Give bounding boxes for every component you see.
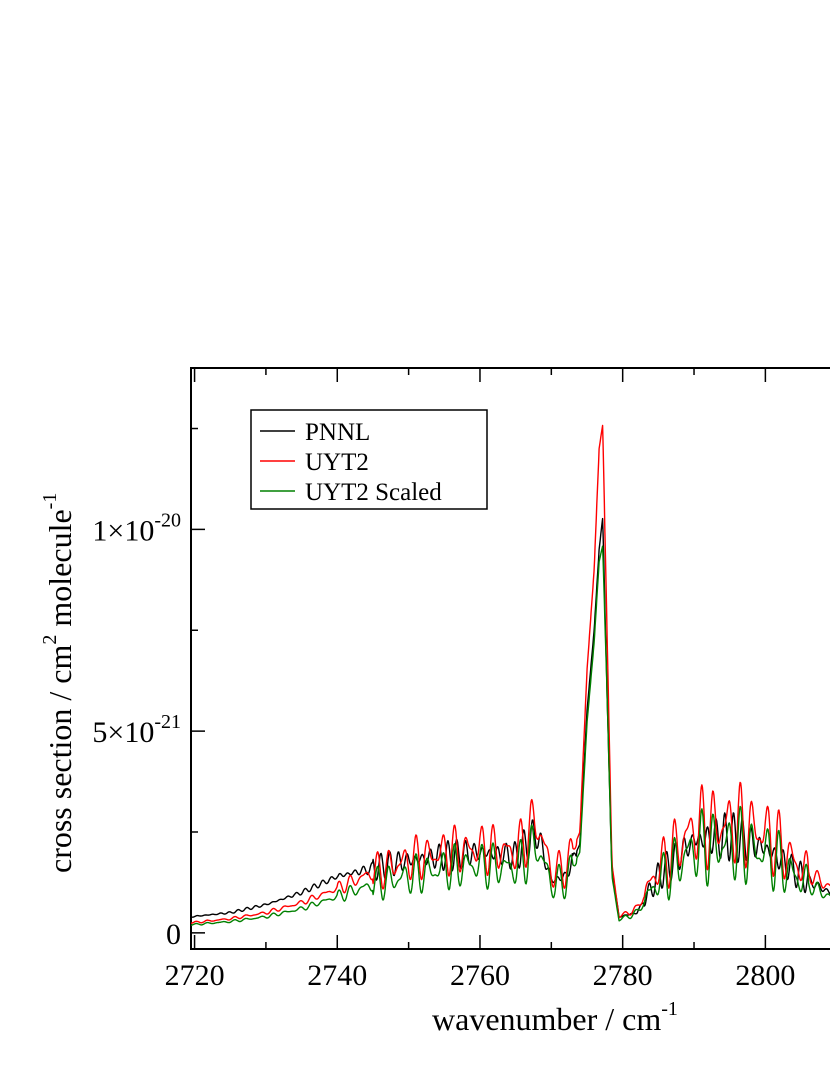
axis-tick-labels: 2720 2740 2760 2780 2800 0 5×10-21 1×10-20	[92, 509, 795, 992]
series-line-uyt2	[191, 424, 830, 925]
legend-label-uyt2: UYT2	[305, 449, 369, 476]
x-tick-label: 2720	[165, 959, 225, 992]
x-tick-label: 2800	[735, 959, 795, 992]
y-axis-label: cross section / cm2 molecule-1	[39, 493, 78, 873]
y-axis-label-part-1: cross section / cm	[42, 645, 78, 874]
series-line-uyt2-scaled	[191, 545, 830, 926]
x-axis-label-superscript: -1	[661, 998, 678, 1020]
y-axis-label-superscript-1: 2	[39, 635, 61, 645]
legend-label-uyt2-scaled: UYT2 Scaled	[305, 479, 442, 506]
y-tick-label: 5×10-21	[92, 711, 181, 749]
y-axis-label-superscript-2: -1	[39, 493, 61, 510]
legend-label-pnnl: PNNL	[305, 419, 370, 446]
x-axis-label: wavenumber / cm-1	[432, 998, 678, 1037]
series-layer	[191, 424, 830, 926]
y-axis-label-part-2: molecule	[42, 509, 78, 634]
y-tick-label: 0	[166, 918, 181, 951]
axis-ticks	[191, 368, 767, 949]
series-line-pnnl	[191, 517, 830, 918]
legend-box	[250, 409, 488, 510]
x-tick-label: 2780	[593, 959, 653, 992]
y-tick-label: 1×10-20	[92, 509, 181, 547]
x-tick-label: 2740	[307, 959, 367, 992]
legend: PNNL UYT2 UYT2 Scaled	[250, 409, 488, 510]
plot-frame	[190, 367, 830, 950]
x-axis-label-main: wavenumber / cm	[432, 1001, 661, 1037]
x-tick-label: 2760	[450, 959, 510, 992]
